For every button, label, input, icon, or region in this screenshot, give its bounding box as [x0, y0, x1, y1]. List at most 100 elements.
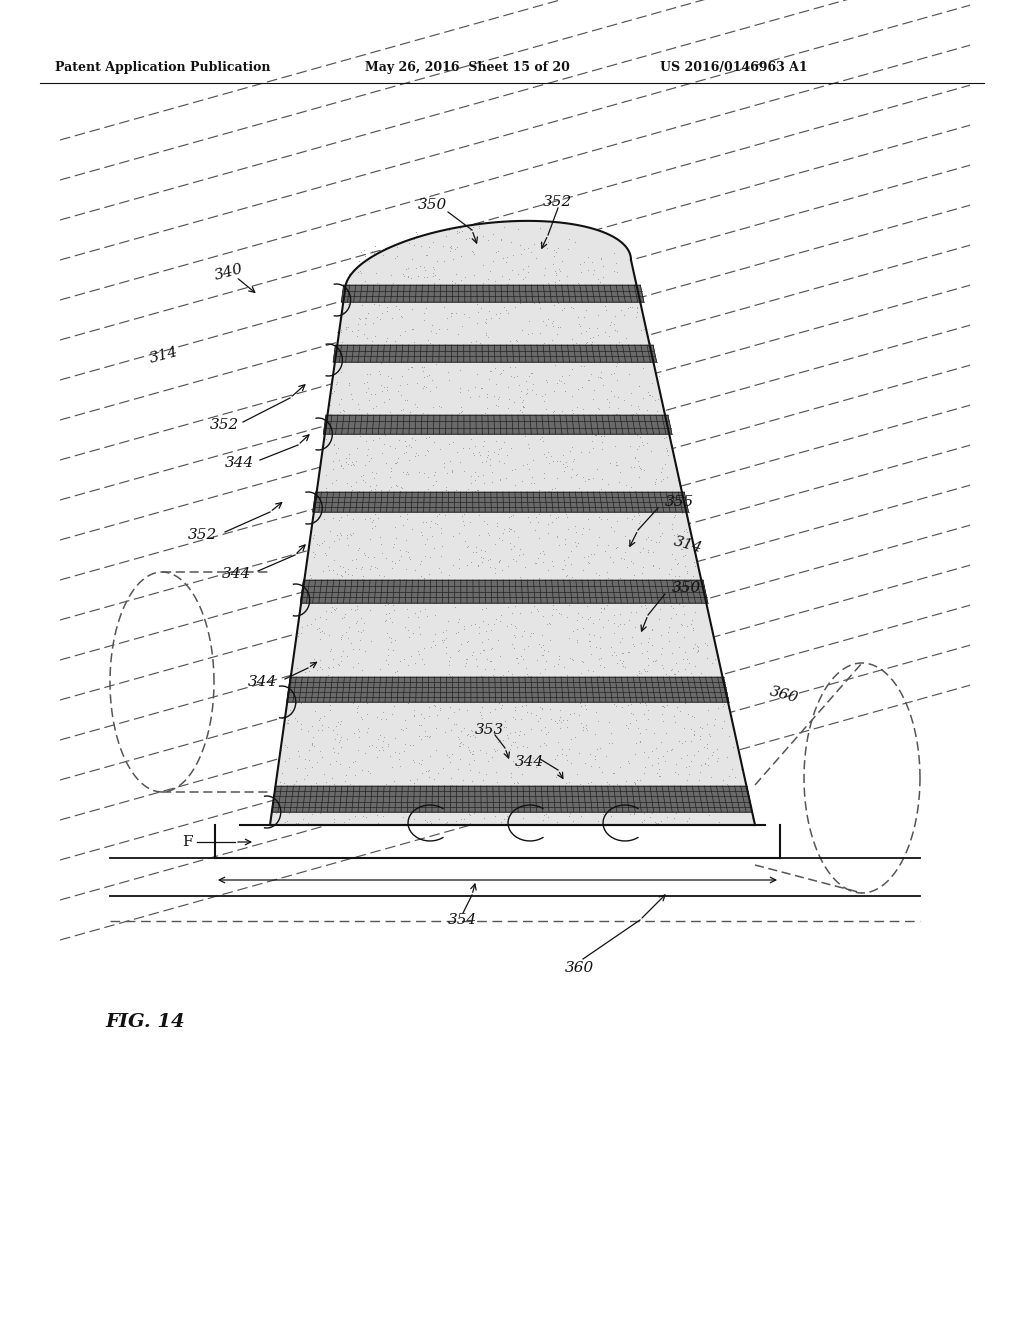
Point	[578, 348, 594, 370]
Point	[634, 432, 650, 453]
Point	[367, 383, 383, 404]
Point	[545, 450, 561, 471]
Point	[651, 766, 668, 787]
Point	[425, 578, 441, 599]
Point	[608, 403, 625, 424]
Point	[677, 731, 693, 752]
Point	[538, 590, 554, 611]
Point	[348, 451, 365, 473]
Point	[666, 667, 682, 688]
Point	[592, 738, 608, 759]
Point	[357, 381, 374, 403]
Point	[288, 789, 304, 810]
Point	[496, 664, 512, 685]
Point	[452, 288, 468, 309]
Point	[526, 519, 543, 540]
Point	[525, 595, 542, 616]
Point	[689, 642, 706, 663]
Point	[395, 719, 412, 741]
Point	[513, 380, 529, 401]
Point	[425, 483, 441, 504]
Point	[591, 507, 607, 528]
Point	[515, 543, 531, 564]
Point	[425, 678, 441, 700]
Point	[501, 335, 517, 356]
Point	[425, 396, 441, 417]
Point	[316, 487, 333, 508]
Point	[420, 329, 436, 350]
Point	[492, 645, 508, 667]
Point	[332, 523, 348, 544]
Point	[543, 446, 559, 467]
Point	[483, 781, 500, 803]
Point	[455, 734, 471, 755]
Point	[701, 805, 718, 826]
Point	[394, 306, 411, 327]
Point	[650, 366, 667, 387]
Point	[629, 297, 645, 318]
Point	[550, 731, 566, 752]
Point	[578, 319, 594, 341]
Point	[313, 492, 330, 513]
Point	[554, 400, 570, 421]
Point	[358, 308, 375, 329]
Point	[631, 504, 647, 525]
Point	[411, 461, 427, 482]
Point	[440, 484, 457, 506]
Point	[312, 607, 329, 628]
Point	[353, 706, 370, 727]
Point	[349, 393, 366, 414]
Point	[582, 744, 598, 766]
Point	[522, 473, 539, 494]
Point	[355, 619, 372, 640]
Point	[339, 338, 355, 359]
Point	[716, 672, 732, 693]
Point	[534, 624, 550, 645]
Point	[551, 535, 567, 556]
Point	[379, 301, 395, 322]
Point	[546, 656, 562, 677]
Point	[299, 813, 315, 834]
Point	[508, 737, 524, 758]
Point	[455, 510, 471, 531]
Point	[420, 479, 436, 500]
Point	[559, 748, 575, 770]
Point	[382, 401, 398, 422]
Point	[638, 598, 654, 619]
Point	[276, 735, 293, 756]
Point	[309, 751, 326, 772]
Point	[421, 236, 437, 257]
Point	[470, 524, 486, 545]
Point	[456, 461, 472, 482]
Point	[488, 582, 505, 603]
Point	[478, 397, 495, 418]
Point	[444, 271, 461, 292]
Point	[592, 799, 608, 820]
Point	[548, 598, 564, 619]
Point	[461, 754, 477, 775]
Point	[573, 805, 590, 826]
Point	[582, 350, 598, 371]
Point	[482, 557, 499, 578]
Point	[352, 261, 369, 282]
Point	[537, 265, 553, 286]
Point	[688, 635, 705, 656]
Point	[664, 659, 680, 680]
Point	[611, 756, 628, 777]
Point	[507, 615, 523, 636]
Point	[530, 568, 547, 589]
Point	[506, 721, 522, 742]
Point	[487, 275, 504, 296]
Point	[679, 649, 695, 671]
Point	[301, 748, 317, 770]
Point	[415, 421, 431, 442]
Point	[426, 272, 442, 293]
Point	[721, 725, 737, 746]
Point	[694, 718, 711, 739]
Point	[474, 776, 490, 797]
Point	[367, 516, 383, 537]
Point	[352, 309, 369, 330]
Point	[315, 582, 332, 603]
Point	[601, 733, 617, 754]
Point	[400, 232, 417, 253]
